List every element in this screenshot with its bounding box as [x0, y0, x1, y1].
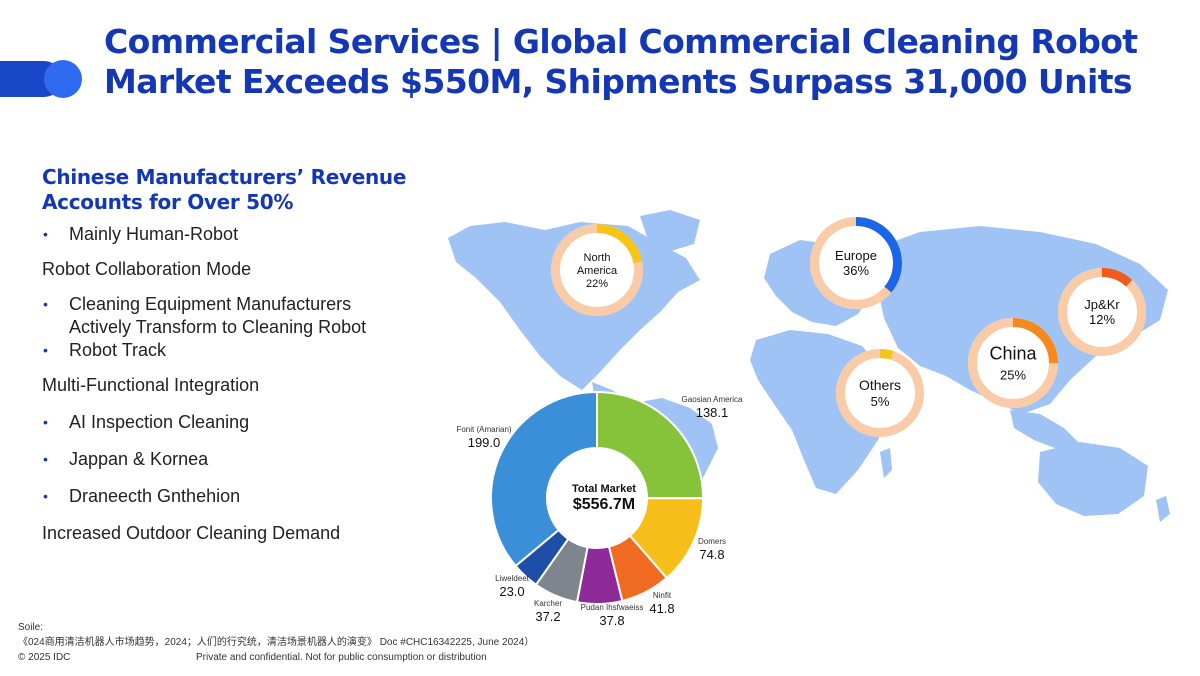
donut-value-label: 199.0 — [468, 435, 501, 450]
region-donut-arc — [1058, 268, 1146, 356]
point-text: Mainly Human-Robot — [69, 224, 239, 244]
bullet-dot: • — [43, 226, 48, 242]
plain-point: Increased Outdoor Cleaning Demand — [42, 522, 412, 545]
donut-category-label: Karcher — [534, 599, 562, 608]
region-donut-percent: 12% — [1089, 312, 1115, 327]
land-greenland — [640, 210, 700, 252]
bullet-point: • Robot Track — [42, 339, 412, 362]
bullet-dot: • — [43, 296, 48, 312]
region-donut-face — [1058, 268, 1146, 356]
donut-category-label: Ninfit — [653, 591, 672, 600]
donut-value-label: 23.0 — [499, 584, 524, 599]
point-text: Jappan & Kornea — [69, 449, 209, 469]
donut-value-label: 74.8 — [699, 547, 724, 562]
donut-hole — [547, 448, 647, 548]
region-donut-face — [810, 217, 902, 309]
region-donut-label: Europe — [835, 248, 877, 263]
footer-copyright-row: © 2025 IDC Private and confidential. Not… — [18, 650, 778, 665]
bullet-dot: • — [43, 488, 48, 504]
donut-category-label: Fonit (Amarian) — [456, 425, 511, 434]
region-donut-face — [836, 349, 924, 437]
land-australia — [1038, 442, 1148, 516]
region-donut-arc — [968, 318, 1058, 408]
subheading-line-2: Accounts for Over 50% — [42, 190, 294, 214]
region-donut-arc — [810, 217, 902, 309]
region-donut-percent: 5% — [871, 394, 890, 409]
title-line-1: Commercial Services | Global Commercial … — [104, 22, 1138, 61]
donut-slices — [490, 390, 705, 605]
region-donut-percent: 22% — [586, 278, 608, 290]
footer-source-citation: 《024商用清洁机器人市场趋势，2024；人们的行究统，清洁场景机器人的演变》 … — [18, 637, 535, 648]
source-footer: Soile: 《024商用清洁机器人市场趋势，2024；人们的行究统，清洁场景机… — [18, 620, 778, 665]
bullet-dot: • — [43, 451, 48, 467]
point-text: Draneecth Gnthehion — [69, 486, 241, 506]
plain-point: Multi-Functional Integration — [42, 374, 412, 397]
point-text: Robot Track — [69, 340, 167, 360]
point-text: Increased Outdoor Cleaning Demand — [42, 523, 341, 543]
donut-value-label: 41.8 — [649, 601, 674, 616]
title-line-2: Market Exceeds $550M, Shipments Surpass … — [104, 62, 1133, 101]
region-donut-percent: 36% — [843, 263, 869, 278]
left-text-panel: Chinese Manufacturers’ Revenue Accounts … — [42, 165, 412, 545]
plain-point: Robot Collaboration Mode — [42, 258, 412, 281]
region-donut-label: America — [577, 265, 618, 277]
footer-confidential-notice: Private and confidential. Not for public… — [195, 652, 487, 663]
footer-source-label: Soile: — [18, 622, 44, 633]
slide-title: Commercial Services | Global Commercial … — [104, 22, 1184, 102]
region-donut-face — [551, 224, 643, 316]
subheading-line-1: Chinese Manufacturers’ Revenue — [42, 165, 407, 189]
donut-category-label: Liweldeet — [495, 574, 530, 583]
region-donut-label: Others — [859, 377, 901, 393]
bullet-point: • Jappan & Kornea — [42, 448, 412, 471]
footer-copyright: © 2025 IDC — [18, 652, 71, 663]
bullet-point: • Cleaning Equipment Manufacturers Activel… — [42, 293, 412, 339]
bullet-point: • Mainly Human-Robot — [42, 223, 412, 246]
point-text: AI Inspection Cleaning — [69, 412, 250, 432]
point-text: Cleaning Equipment Manufacturers — [69, 294, 352, 314]
region-donut-label: Jp&Kr — [1084, 297, 1120, 312]
point-list: • Mainly Human-Robot Robot Collaboration M… — [42, 223, 412, 545]
donut-center-value: $556.7M — [573, 496, 635, 513]
bullet-point: • Draneecth Gnthehion — [42, 485, 412, 508]
donut-value-label: 37.2 — [535, 609, 560, 624]
bullet-dot: • — [43, 414, 48, 430]
region-donut-china: China 25% — [968, 318, 1058, 408]
region-donut-percent: 25% — [1000, 367, 1026, 382]
land-new-zealand — [1156, 496, 1170, 522]
donut-category-label: Pudan Ihsfwaeiss — [581, 603, 644, 612]
land-southeast-asia — [1010, 410, 1080, 450]
bullet-point: • AI Inspection Cleaning — [42, 411, 412, 434]
region-donut-label: China — [989, 343, 1037, 363]
donut-category-label: Domers — [698, 537, 726, 546]
donut-value-label: 37.8 — [599, 613, 624, 628]
region-donut-label: North — [584, 252, 611, 264]
donut-center-label: Total Market — [572, 483, 636, 495]
point-text: Actively Transform to Cleaning Robot — [69, 317, 367, 337]
land-madagascar — [880, 448, 892, 478]
point-text: Multi-Functional Integration — [42, 375, 260, 395]
region-donut-arc — [551, 224, 643, 316]
region-donut-face — [968, 318, 1058, 408]
point-text: Robot Collaboration Mode — [42, 259, 252, 279]
bullet-dot: • — [43, 342, 48, 358]
donut-value-label: 138.1 — [696, 405, 729, 420]
region-donut-arc — [836, 349, 924, 437]
accent-dot — [44, 60, 82, 98]
section-subheading: Chinese Manufacturers’ Revenue Accounts … — [42, 165, 412, 215]
donut-category-label: Gaosian America — [682, 395, 743, 404]
